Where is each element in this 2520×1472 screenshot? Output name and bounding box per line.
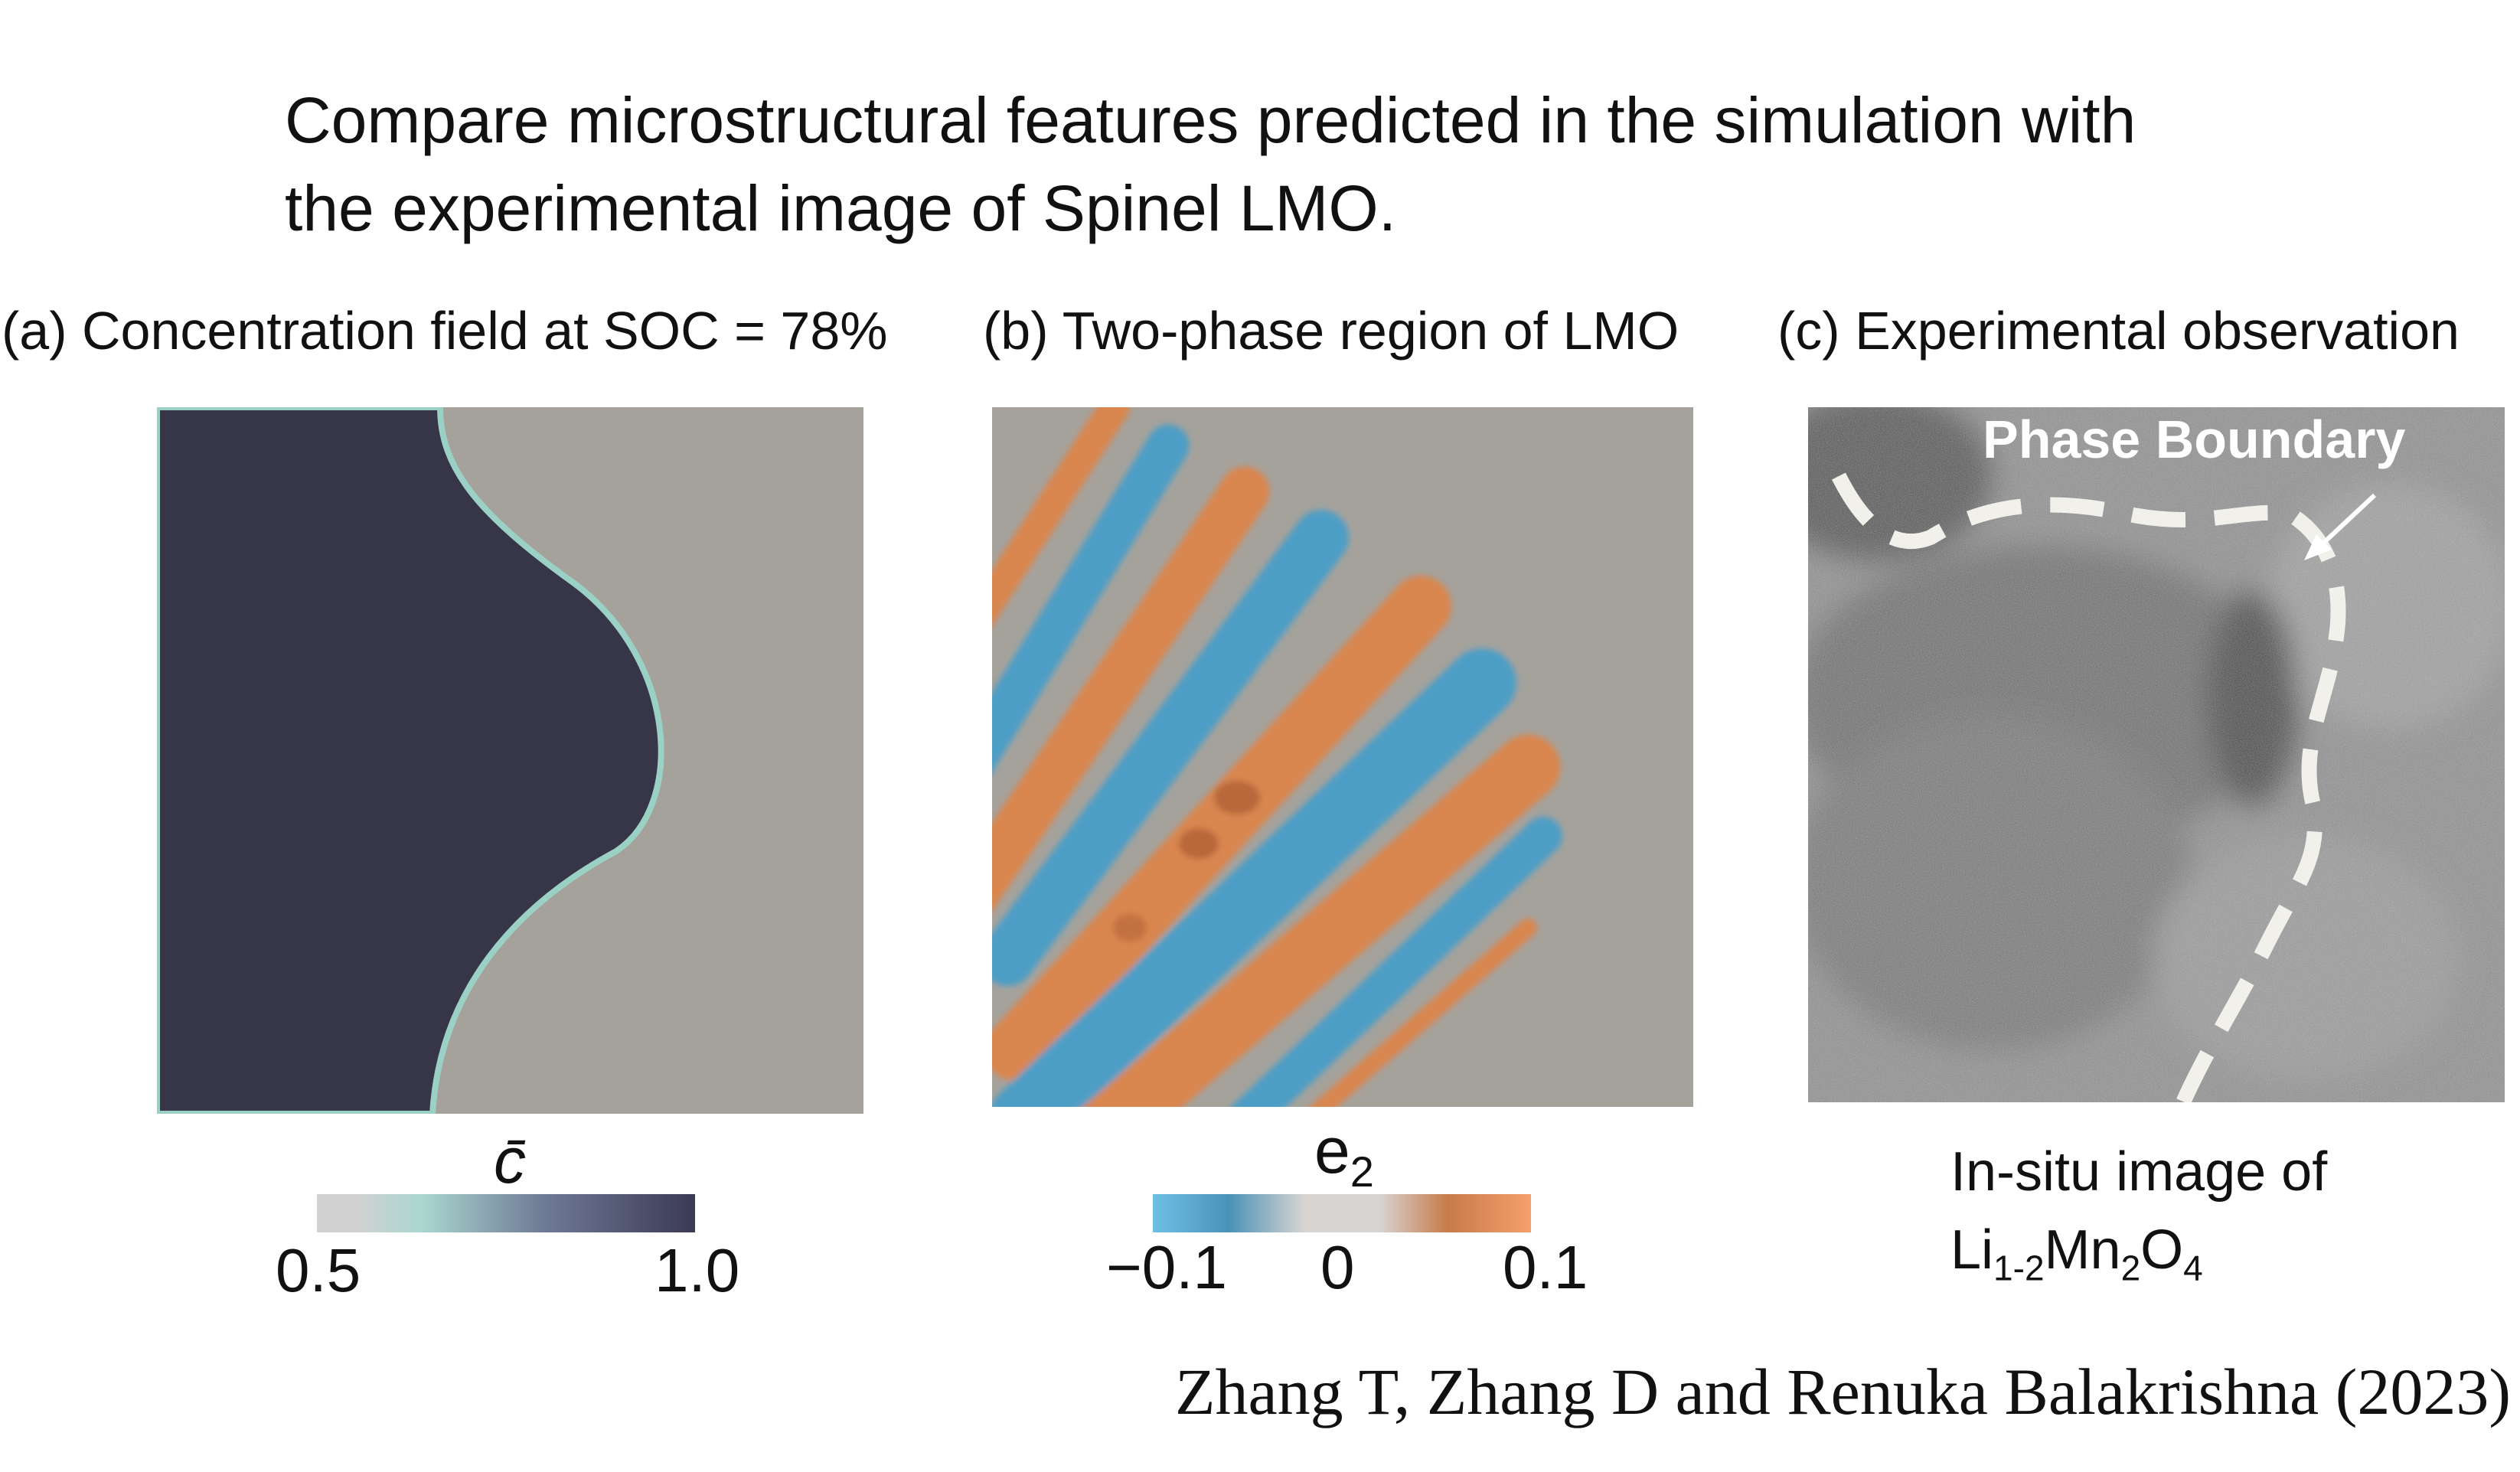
phase-boundary-dashed-line <box>1832 472 2346 1102</box>
orange-band <box>1082 734 1561 1107</box>
panel-b-title: (b) Two-phase region of LMO <box>983 301 1679 361</box>
experimental-image <box>1808 407 2505 1102</box>
phase-boundary-label: Phase Boundary <box>1983 410 2406 469</box>
caption-formula: Li1-2Mn2O4 <box>1950 1211 2327 1307</box>
panel-a-title: (a) Concentration field at SOC = 78% <box>2 301 888 361</box>
headline-line-1: Compare microstructural features predict… <box>285 84 2136 156</box>
formula-li: Li <box>1950 1219 1994 1281</box>
orange-spot <box>1214 781 1260 814</box>
panel-c-title: (c) Experimental observation <box>1777 301 2460 361</box>
formula-sub-3: 4 <box>2183 1248 2203 1288</box>
pointer-arrow <box>2315 493 2377 551</box>
blue-band <box>992 510 1349 986</box>
headline: Compare microstructural features predict… <box>285 77 2352 253</box>
formula-mn: Mn <box>2044 1219 2121 1281</box>
concentration-field-image <box>157 407 863 1114</box>
colorbar-b-label-sub: 2 <box>1350 1147 1374 1196</box>
blue-band <box>992 648 1516 1107</box>
colorbar-b-min-tick: −0.1 <box>1106 1233 1227 1301</box>
blue-band <box>1231 817 1562 1107</box>
strain-field-image <box>992 407 1693 1107</box>
orange-band <box>992 466 1270 912</box>
pointer-arrowhead <box>2304 534 2332 560</box>
citation: Zhang T, Zhang D and Renuka Balakrishna … <box>1174 1355 2511 1428</box>
orange-band <box>1309 919 1537 1107</box>
orange-spot <box>1113 914 1147 942</box>
colorbar-a <box>317 1194 695 1232</box>
colorbar-a-label: c̄ <box>494 1124 526 1196</box>
blue-band <box>992 424 1190 773</box>
orange-spot <box>1179 828 1219 859</box>
panel-c-caption: In-situ image of Li1-2Mn2O4 <box>1950 1133 2327 1307</box>
formula-sub-2: 2 <box>2120 1248 2141 1288</box>
dark-phase-region <box>157 407 664 1114</box>
colorbar-b-max-tick: 0.1 <box>1503 1233 1588 1301</box>
colorbar-a-min-tick: 0.5 <box>276 1236 361 1304</box>
orange-band <box>992 407 1130 626</box>
caption-line-1: In-situ image of <box>1950 1141 2328 1203</box>
colorbar-b-label-base: e <box>1314 1115 1350 1186</box>
colorbar-a-max-tick: 1.0 <box>654 1236 740 1304</box>
headline-line-2: the experimental image of Spinel LMO. <box>285 172 1397 244</box>
orange-band <box>992 576 1451 1081</box>
formula-o: O <box>2140 1219 2184 1281</box>
colorbar-b <box>1153 1194 1531 1232</box>
colorbar-b-mid-tick: 0 <box>1320 1233 1355 1301</box>
colorbar-b-label: e2 <box>1314 1114 1374 1196</box>
formula-sub-1: 1-2 <box>1993 1248 2045 1288</box>
